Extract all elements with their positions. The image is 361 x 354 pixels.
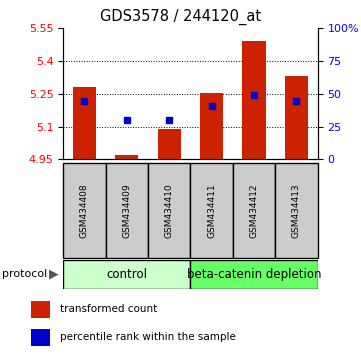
Bar — [275, 163, 318, 258]
Bar — [191, 260, 318, 289]
Text: ▶: ▶ — [49, 268, 58, 281]
Text: GSM434413: GSM434413 — [292, 183, 301, 238]
Text: percentile rank within the sample: percentile rank within the sample — [60, 332, 235, 342]
Bar — [31, 329, 49, 346]
Bar — [105, 163, 148, 258]
Bar — [148, 163, 191, 258]
Text: beta-catenin depletion: beta-catenin depletion — [187, 268, 321, 281]
Bar — [191, 163, 233, 258]
Bar — [63, 163, 105, 258]
Text: GSM434408: GSM434408 — [80, 183, 89, 238]
Bar — [285, 76, 308, 159]
Text: GSM434412: GSM434412 — [249, 183, 258, 238]
Text: GDS3578 / 244120_at: GDS3578 / 244120_at — [100, 9, 261, 25]
Bar — [115, 155, 139, 159]
Bar — [31, 301, 49, 318]
Text: transformed count: transformed count — [60, 304, 157, 314]
Text: GSM434410: GSM434410 — [165, 183, 174, 238]
Bar — [73, 87, 96, 159]
Bar — [63, 260, 191, 289]
Bar — [242, 41, 266, 159]
Bar — [200, 93, 223, 159]
Bar — [157, 129, 181, 159]
Text: control: control — [106, 268, 147, 281]
Text: protocol: protocol — [2, 269, 47, 279]
Text: GSM434411: GSM434411 — [207, 183, 216, 238]
Text: GSM434409: GSM434409 — [122, 183, 131, 238]
Bar — [233, 163, 275, 258]
